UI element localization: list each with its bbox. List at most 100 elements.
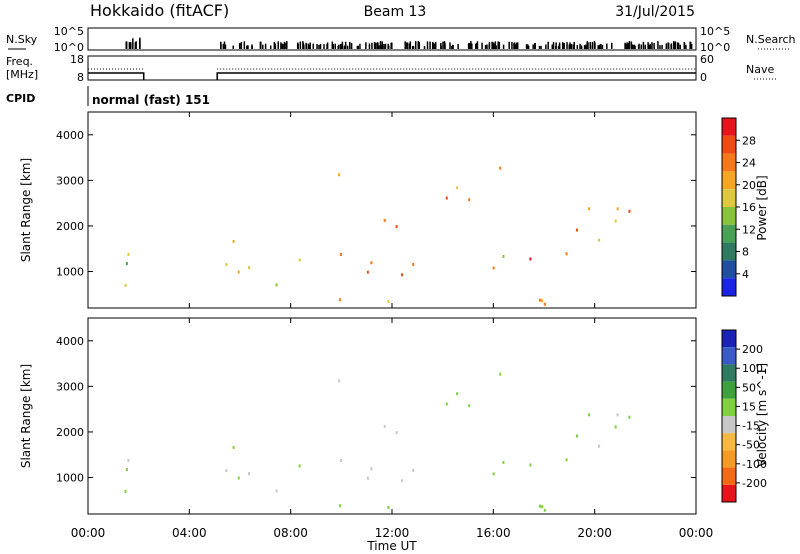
power-cell [616, 207, 619, 211]
power-cell [395, 225, 398, 229]
x-tick-label: 00:00 [679, 526, 714, 540]
power-y-ticks: 4000 3000 2000 1000 [56, 129, 696, 279]
colorbar-swatch [722, 330, 736, 348]
colorbar-swatch [722, 450, 736, 468]
freq-tick-bottom: 8 [77, 71, 84, 84]
power-cell [387, 299, 390, 303]
velocity-cell [275, 489, 278, 493]
power-cell [565, 252, 568, 256]
colorbar-swatch [722, 433, 736, 451]
velocity-cell [338, 379, 341, 383]
velocity-cell [339, 458, 342, 462]
power-cell [445, 196, 448, 200]
colorbar-swatch [722, 118, 736, 136]
velocity-cell [538, 504, 541, 508]
colorbar-swatch [722, 381, 736, 399]
colorbar-swatch [722, 398, 736, 416]
x-tick-label: 00:00 [71, 526, 106, 540]
velocity-cell [125, 468, 128, 472]
velocity-cell [387, 505, 390, 509]
colorbar-tick-label: -200 [742, 477, 767, 490]
velocity-cell [412, 468, 415, 472]
power-cell [237, 270, 240, 274]
y-tick-label: 3000 [56, 380, 84, 393]
cpid-label: CPID [6, 92, 35, 105]
power-cell [225, 263, 228, 267]
colorbar-swatch [722, 171, 736, 190]
colorbar-swatch [722, 242, 736, 261]
freq-line [88, 72, 145, 80]
freq-trace [88, 68, 696, 80]
velocity-y-label: Slant Range [km] [19, 364, 33, 468]
velocity-cell [565, 458, 568, 462]
colorbar-swatch [722, 189, 736, 207]
power-cell [370, 261, 373, 265]
power-cell [338, 173, 341, 177]
nave-tick-top: 60 [700, 53, 714, 66]
colorbar-tick-label: -15 [742, 420, 760, 433]
power-cell [298, 258, 301, 262]
freq-label: Freq. [6, 55, 33, 68]
velocity-cell [541, 505, 544, 509]
y-tick-label: 4000 [56, 335, 84, 348]
x-tick-label: 04:00 [172, 526, 207, 540]
velocity-cell [383, 424, 386, 428]
power-cell [502, 254, 505, 258]
colorbar-tick-label: 50 [742, 381, 756, 394]
colorbar-swatch [722, 278, 736, 296]
power-cell [248, 266, 251, 270]
freq-unit: [MHz] [6, 68, 38, 81]
colorbar-tick-label: 200 [742, 343, 763, 356]
velocity-cell [456, 392, 459, 396]
colorbar-swatch [722, 207, 736, 225]
velocity-cell [628, 415, 631, 419]
colorbar-swatch [722, 224, 736, 243]
colorbar-tick-label: 24 [742, 157, 756, 170]
power-heatmap [124, 166, 631, 306]
velocity-cell [588, 413, 591, 417]
velocity-colorbar: 200 100 50 15 -15 -50 -100 -200 [721, 329, 767, 503]
power-colorbar: 28 24 20 16 12 8 4 [721, 117, 756, 297]
power-cell [492, 266, 495, 270]
colorbar-tick-label: 16 [742, 201, 756, 214]
power-cell [127, 252, 130, 256]
power-cell [383, 218, 386, 222]
colorbar-tick-label: 28 [742, 134, 756, 147]
velocity-cell [529, 463, 532, 467]
colorbar-tick-label: 100 [742, 362, 763, 375]
power-cell [275, 283, 278, 287]
velocity-cell [614, 425, 617, 429]
y-tick-label: 2000 [56, 220, 84, 233]
power-cell [124, 283, 127, 287]
power-cell [232, 239, 235, 243]
beam-title: Beam 13 [364, 4, 427, 20]
colorbar-tick-label: 20 [742, 179, 756, 192]
station-title: Hokkaido (fitACF) [90, 1, 229, 20]
velocity-cell [445, 402, 448, 406]
colorbar-swatch [722, 484, 736, 502]
colorbar-swatch [722, 260, 736, 279]
colorbar-swatch [722, 135, 736, 154]
velocity-cell [366, 476, 369, 480]
nsearch-tick-bottom: 10^0 [700, 41, 730, 54]
power-cell [339, 252, 342, 256]
y-tick-label: 4000 [56, 129, 84, 142]
velocity-cell [543, 508, 546, 512]
nsky-label: N.Sky [6, 33, 38, 46]
power-cell [575, 228, 578, 232]
x-axis-label: Time UT [366, 539, 417, 553]
date-title: 31/Jul/2015 [615, 4, 695, 20]
velocity-heatmap [124, 372, 631, 512]
velocity-panel-frame [87, 317, 697, 515]
power-colorbar-label: Power [dB] [755, 175, 769, 240]
velocity-cell [492, 472, 495, 476]
y-tick-label: 1000 [56, 266, 84, 279]
velocity-cell [502, 460, 505, 464]
velocity-cell [598, 444, 601, 448]
colorbar-swatch [722, 364, 736, 382]
power-cell [538, 298, 541, 302]
colorbar-swatch [722, 416, 736, 434]
x-tick-label: 12:00 [375, 526, 410, 540]
nsky-panel-frame [87, 27, 697, 51]
